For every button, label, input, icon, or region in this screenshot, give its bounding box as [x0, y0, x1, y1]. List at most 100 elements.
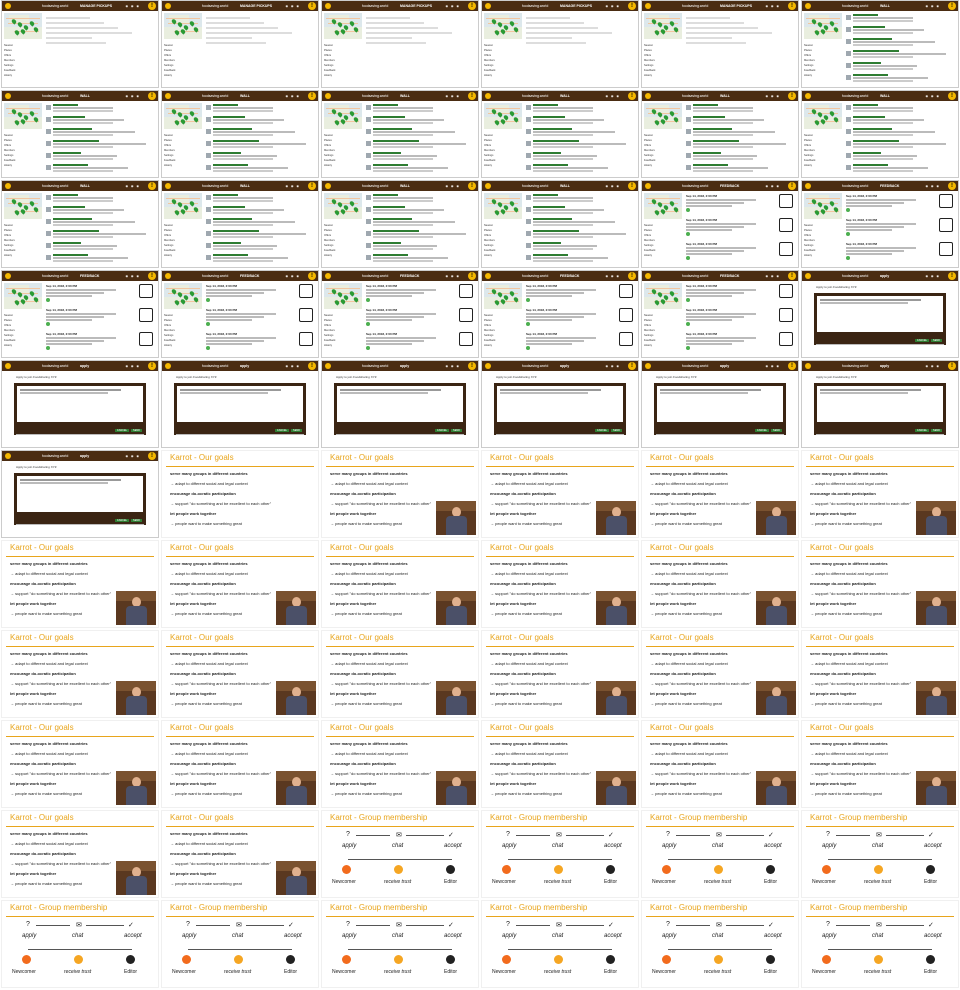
wall-message[interactable]: [366, 254, 475, 263]
sidebar-item[interactable]: Members: [324, 239, 335, 242]
sidebar-item[interactable]: Offers: [4, 234, 12, 237]
group-name[interactable]: foodsaving.world: [202, 94, 229, 98]
avatar[interactable]: [686, 117, 691, 122]
group-map[interactable]: [484, 13, 522, 39]
form-field[interactable]: [46, 22, 104, 24]
warning-icon[interactable]: !: [628, 92, 636, 100]
sheet-tile[interactable]: foodsaving.world FEEDBACK ◉ ◉ ◉! Newest Plac…: [641, 180, 799, 268]
avatar[interactable]: [366, 129, 371, 134]
group-map[interactable]: [324, 13, 362, 39]
toolbar-icons[interactable]: ◉ ◉ ◉: [925, 4, 940, 8]
warning-icon[interactable]: !: [948, 2, 956, 10]
sidebar-item[interactable]: Newest: [484, 314, 493, 317]
sidebar-item[interactable]: Feedback: [4, 159, 16, 162]
group-map[interactable]: [484, 283, 522, 309]
sidebar-item[interactable]: Feedback: [164, 69, 176, 72]
sidebar-item[interactable]: Newest: [804, 44, 813, 47]
feedback-item[interactable]: Sep 14, 2018, 2:00 PM: [526, 284, 635, 304]
sidebar-item[interactable]: History: [164, 344, 173, 347]
sidebar-item[interactable]: History: [164, 164, 173, 167]
form-field[interactable]: [526, 22, 584, 24]
sidebar-item[interactable]: Feedback: [484, 249, 496, 252]
avatar[interactable]: [46, 141, 51, 146]
avatar[interactable]: [206, 207, 211, 212]
sheet-tile[interactable]: Karrot - Group membership? apply ✉ chat ✓ acc…: [641, 900, 799, 988]
send-button[interactable]: SEND: [611, 429, 622, 432]
group-name[interactable]: foodsaving.world: [362, 94, 389, 98]
sidebar-item[interactable]: Places: [644, 229, 652, 232]
group-map[interactable]: [644, 103, 682, 129]
sheet-tile[interactable]: Karrot - Our goals serve many groups in d…: [321, 450, 479, 538]
sidebar-item[interactable]: Members: [484, 329, 495, 332]
toolbar-icons[interactable]: ◉ ◉ ◉: [765, 4, 780, 8]
sidebar-item[interactable]: Settings: [484, 244, 494, 247]
sidebar-item[interactable]: Newest: [804, 134, 813, 137]
map-marker-icon[interactable]: [348, 290, 356, 297]
sidebar-item[interactable]: Feedback: [4, 69, 16, 72]
toolbar-icons[interactable]: ◉ ◉ ◉: [605, 364, 620, 368]
map-marker-icon[interactable]: [28, 110, 36, 117]
group-name[interactable]: foodsaving.world: [522, 4, 549, 8]
form-field[interactable]: [366, 17, 410, 19]
cancel-button[interactable]: CANCEL: [114, 519, 130, 522]
wall-message[interactable]: [366, 230, 475, 239]
karrot-logo-icon[interactable]: [5, 3, 11, 9]
sidebar-item[interactable]: Offers: [4, 324, 12, 327]
wall-message[interactable]: [366, 116, 475, 125]
map-marker-icon[interactable]: [668, 200, 676, 207]
wall-message[interactable]: [206, 206, 315, 215]
karrot-logo-icon[interactable]: [5, 273, 11, 279]
group-name[interactable]: foodsaving.world: [362, 364, 389, 368]
sheet-tile[interactable]: foodsaving.world WALL ◉ ◉ ◉! Newest Places Of…: [161, 180, 319, 268]
form-field[interactable]: [46, 42, 106, 44]
toolbar-icons[interactable]: ◉ ◉ ◉: [925, 364, 940, 368]
toolbar-icons[interactable]: ◉ ◉ ◉: [605, 184, 620, 188]
karrot-logo-icon[interactable]: [165, 273, 171, 279]
karrot-logo-icon[interactable]: [5, 453, 11, 459]
sidebar-item[interactable]: Offers: [804, 54, 812, 57]
sidebar-item[interactable]: History: [644, 164, 653, 167]
wall-message[interactable]: [686, 152, 795, 161]
sidebar-item[interactable]: History: [324, 344, 333, 347]
sidebar-item[interactable]: Members: [164, 329, 175, 332]
sidebar-item[interactable]: Members: [164, 59, 175, 62]
sidebar-item[interactable]: Members: [644, 329, 655, 332]
group-map[interactable]: [4, 283, 42, 309]
wall-message[interactable]: [526, 230, 635, 239]
avatar[interactable]: [366, 207, 371, 212]
map-marker-icon[interactable]: [508, 200, 516, 207]
group-name[interactable]: foodsaving.world: [362, 184, 389, 188]
warning-icon[interactable]: !: [788, 2, 796, 10]
wall-message[interactable]: [46, 206, 155, 215]
sidebar-item[interactable]: Settings: [644, 64, 654, 67]
sidebar-item[interactable]: Places: [484, 139, 492, 142]
sidebar-item[interactable]: Newest: [484, 224, 493, 227]
sheet-tile[interactable]: Karrot - Group membership? apply ✉ chat ✓ acc…: [481, 900, 639, 988]
feedback-item[interactable]: Sep 14, 2018, 2:00 PM: [686, 308, 795, 328]
sidebar-item[interactable]: Places: [484, 49, 492, 52]
wall-message[interactable]: [526, 194, 635, 203]
toolbar-icons[interactable]: ◉ ◉ ◉: [285, 94, 300, 98]
avatar[interactable]: [526, 129, 531, 134]
sidebar-item[interactable]: Places: [484, 229, 492, 232]
avatar[interactable]: [206, 129, 211, 134]
sidebar-item[interactable]: Members: [484, 239, 495, 242]
sidebar-item[interactable]: Feedback: [4, 249, 16, 252]
wall-message[interactable]: [206, 140, 315, 149]
avatar[interactable]: [366, 165, 371, 170]
warning-icon[interactable]: !: [148, 272, 156, 280]
sheet-tile[interactable]: Karrot - Group membership? apply ✉ chat ✓ acc…: [481, 810, 639, 898]
warning-icon[interactable]: !: [948, 92, 956, 100]
sheet-tile[interactable]: foodsaving.world FEEDBACK ◉ ◉ ◉! Newest Plac…: [641, 270, 799, 358]
form-field[interactable]: [206, 17, 250, 19]
sidebar-item[interactable]: Feedback: [164, 159, 176, 162]
sidebar-item[interactable]: Settings: [4, 334, 14, 337]
avatar[interactable]: [526, 219, 531, 224]
sidebar-item[interactable]: History: [644, 344, 653, 347]
avatar[interactable]: [526, 243, 531, 248]
wall-message[interactable]: [46, 230, 155, 239]
warning-icon[interactable]: !: [788, 182, 796, 190]
sidebar-item[interactable]: Members: [804, 239, 815, 242]
sidebar-item[interactable]: Settings: [4, 244, 14, 247]
sheet-tile[interactable]: foodsaving.world WALL ◉ ◉ ◉! Newest Places Of…: [801, 0, 959, 88]
